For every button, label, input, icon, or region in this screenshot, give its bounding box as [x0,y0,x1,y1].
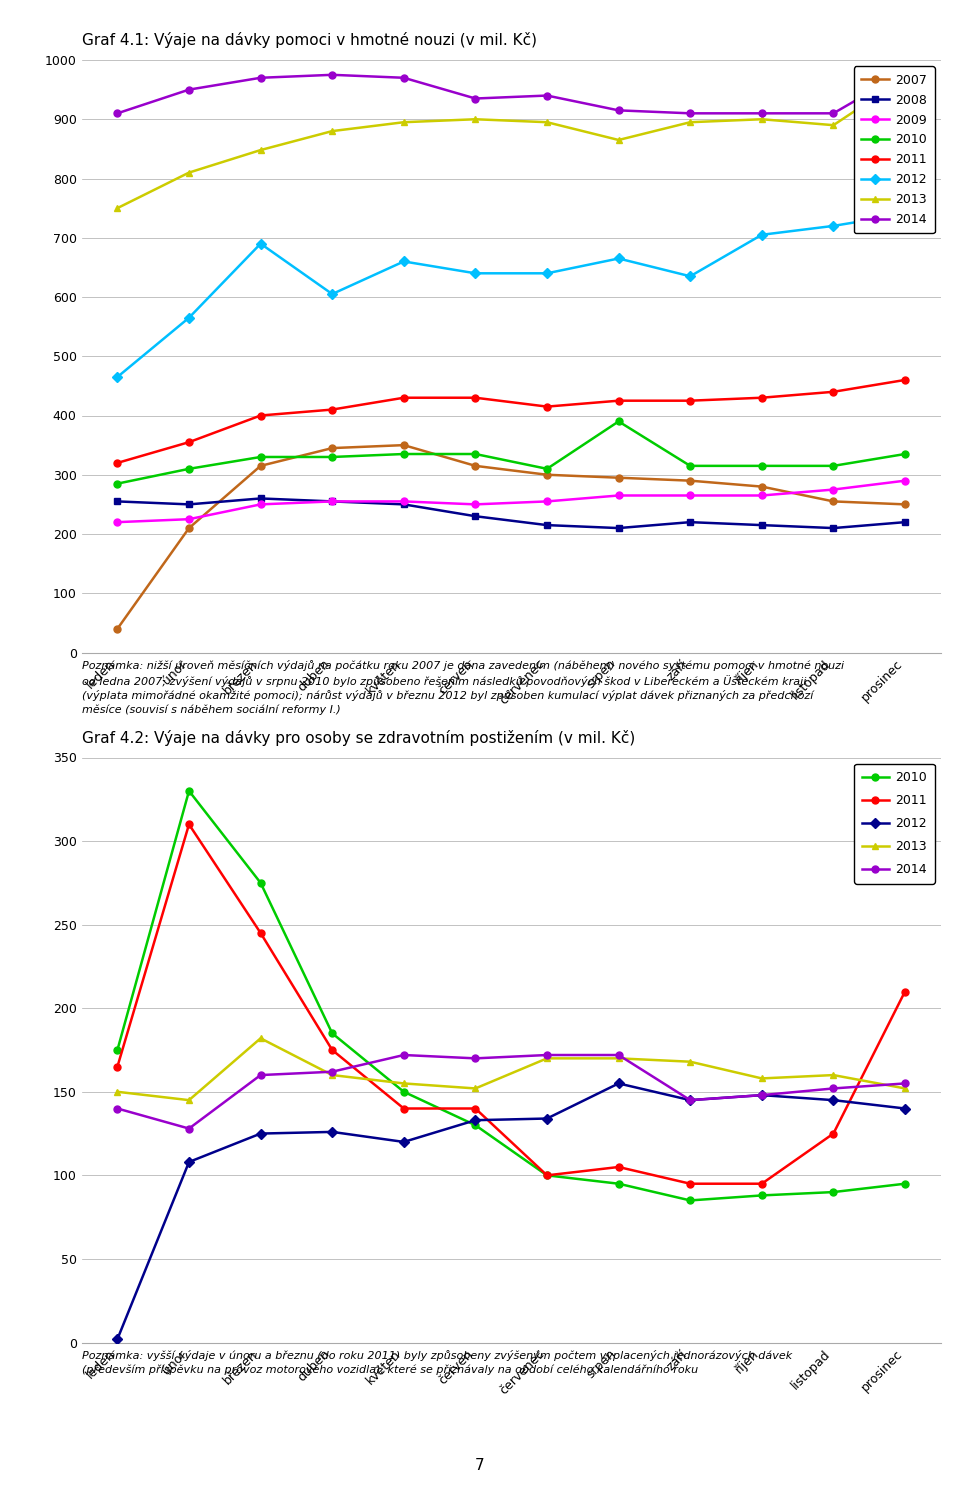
Text: Graf 4.2: Výaje na dávky pro osoby se zdravotním postižením (v mil. Kč): Graf 4.2: Výaje na dávky pro osoby se zd… [82,729,635,746]
Text: Graf 4.1: Výaje na dávky pomoci v hmotné nouzi (v mil. Kč): Graf 4.1: Výaje na dávky pomoci v hmotné… [82,32,537,48]
Legend: 2007, 2008, 2009, 2010, 2011, 2012, 2013, 2014: 2007, 2008, 2009, 2010, 2011, 2012, 2013… [854,66,934,234]
Text: Poznámka: vyšší výdaje v únoru a březnu (do roku 2011) byly způsobeny zvýšeným p: Poznámka: vyšší výdaje v únoru a březnu … [82,1350,792,1376]
Text: Poznámka: nižší úroveň měsíčních výdajů na počátku roku 2007 je dána zavedením (: Poznámka: nižší úroveň měsíčních výdajů … [82,660,844,716]
Legend: 2010, 2011, 2012, 2013, 2014: 2010, 2011, 2012, 2013, 2014 [854,764,934,884]
Text: 7: 7 [475,1458,485,1473]
